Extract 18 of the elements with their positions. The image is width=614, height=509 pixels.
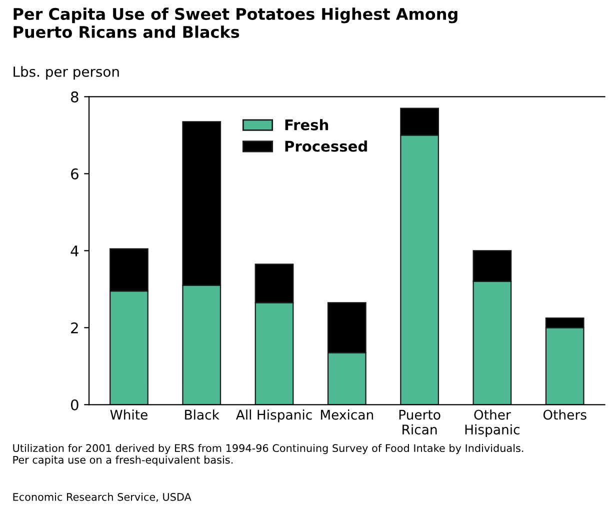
y-tick-label: 2 [71, 322, 78, 334]
legend-label: Processed [285, 140, 367, 152]
x-tick-label: Others [543, 410, 586, 420]
x-tick-label: All Hispanic [236, 410, 312, 422]
y-axis-title: Lbs. per person [14, 66, 119, 80]
y-tick-label: 4 [70, 246, 78, 256]
x-tick-label: Other Hispanic [465, 410, 520, 438]
x-tick-label: White [110, 410, 148, 420]
y-tick-label: 0 [70, 399, 78, 410]
y-tick-label: 6 [71, 168, 78, 180]
text: Utilization for 2001 derived by ERS from 1994-96 Continuing Survey of Food Intake by Individuals. Per capita use on a fresh-equivalent basis. [13, 444, 524, 466]
text: Economic Research Service, USDA [13, 492, 192, 502]
x-tick-label: Mexican [320, 410, 374, 420]
legend-label: Fresh [285, 119, 328, 130]
x-tick-label: Black [185, 410, 220, 420]
y-tick-label: 8 [71, 91, 78, 102]
chart-title: Per Capita Use of Sweet Potatoes Highest Among Puerto Ricans and Blacks [14, 8, 458, 38]
x-tick-label: Puerto Rican [399, 410, 440, 435]
